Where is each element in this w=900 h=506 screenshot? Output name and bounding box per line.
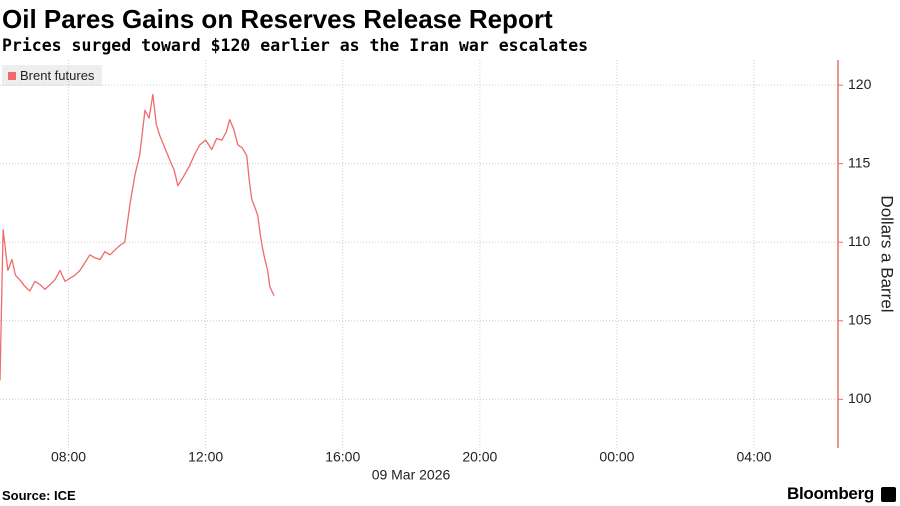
legend: Brent futures xyxy=(2,65,103,86)
y-tick-label: 115 xyxy=(848,154,871,170)
x-tick-label: 04:00 xyxy=(737,449,772,465)
y-tick-label: 100 xyxy=(848,390,872,406)
y-axis-label: Dollars a Barrel xyxy=(878,195,897,312)
brand-icon xyxy=(881,487,896,502)
x-tick-label: 12:00 xyxy=(188,449,223,465)
chart-subtitle: Prices surged toward $120 earlier as the… xyxy=(2,36,589,55)
y-tick-label: 105 xyxy=(848,311,872,327)
x-tick-label: 16:00 xyxy=(325,449,360,465)
x-tick-label: 08:00 xyxy=(51,449,86,465)
legend-label: Brent futures xyxy=(20,68,95,83)
y-tick-label: 120 xyxy=(848,76,872,92)
x-axis-label: 09 Mar 2026 xyxy=(372,467,451,483)
x-tick-label: 20:00 xyxy=(462,449,497,465)
chart-title: Oil Pares Gains on Reserves Release Repo… xyxy=(2,4,553,34)
y-tick-label: 110 xyxy=(848,233,871,249)
line-series xyxy=(0,93,275,381)
brand: Bloomberg xyxy=(786,484,874,503)
legend-swatch xyxy=(8,71,16,80)
x-tick-label: 00:00 xyxy=(599,449,634,465)
source: Source: ICE xyxy=(2,488,76,503)
